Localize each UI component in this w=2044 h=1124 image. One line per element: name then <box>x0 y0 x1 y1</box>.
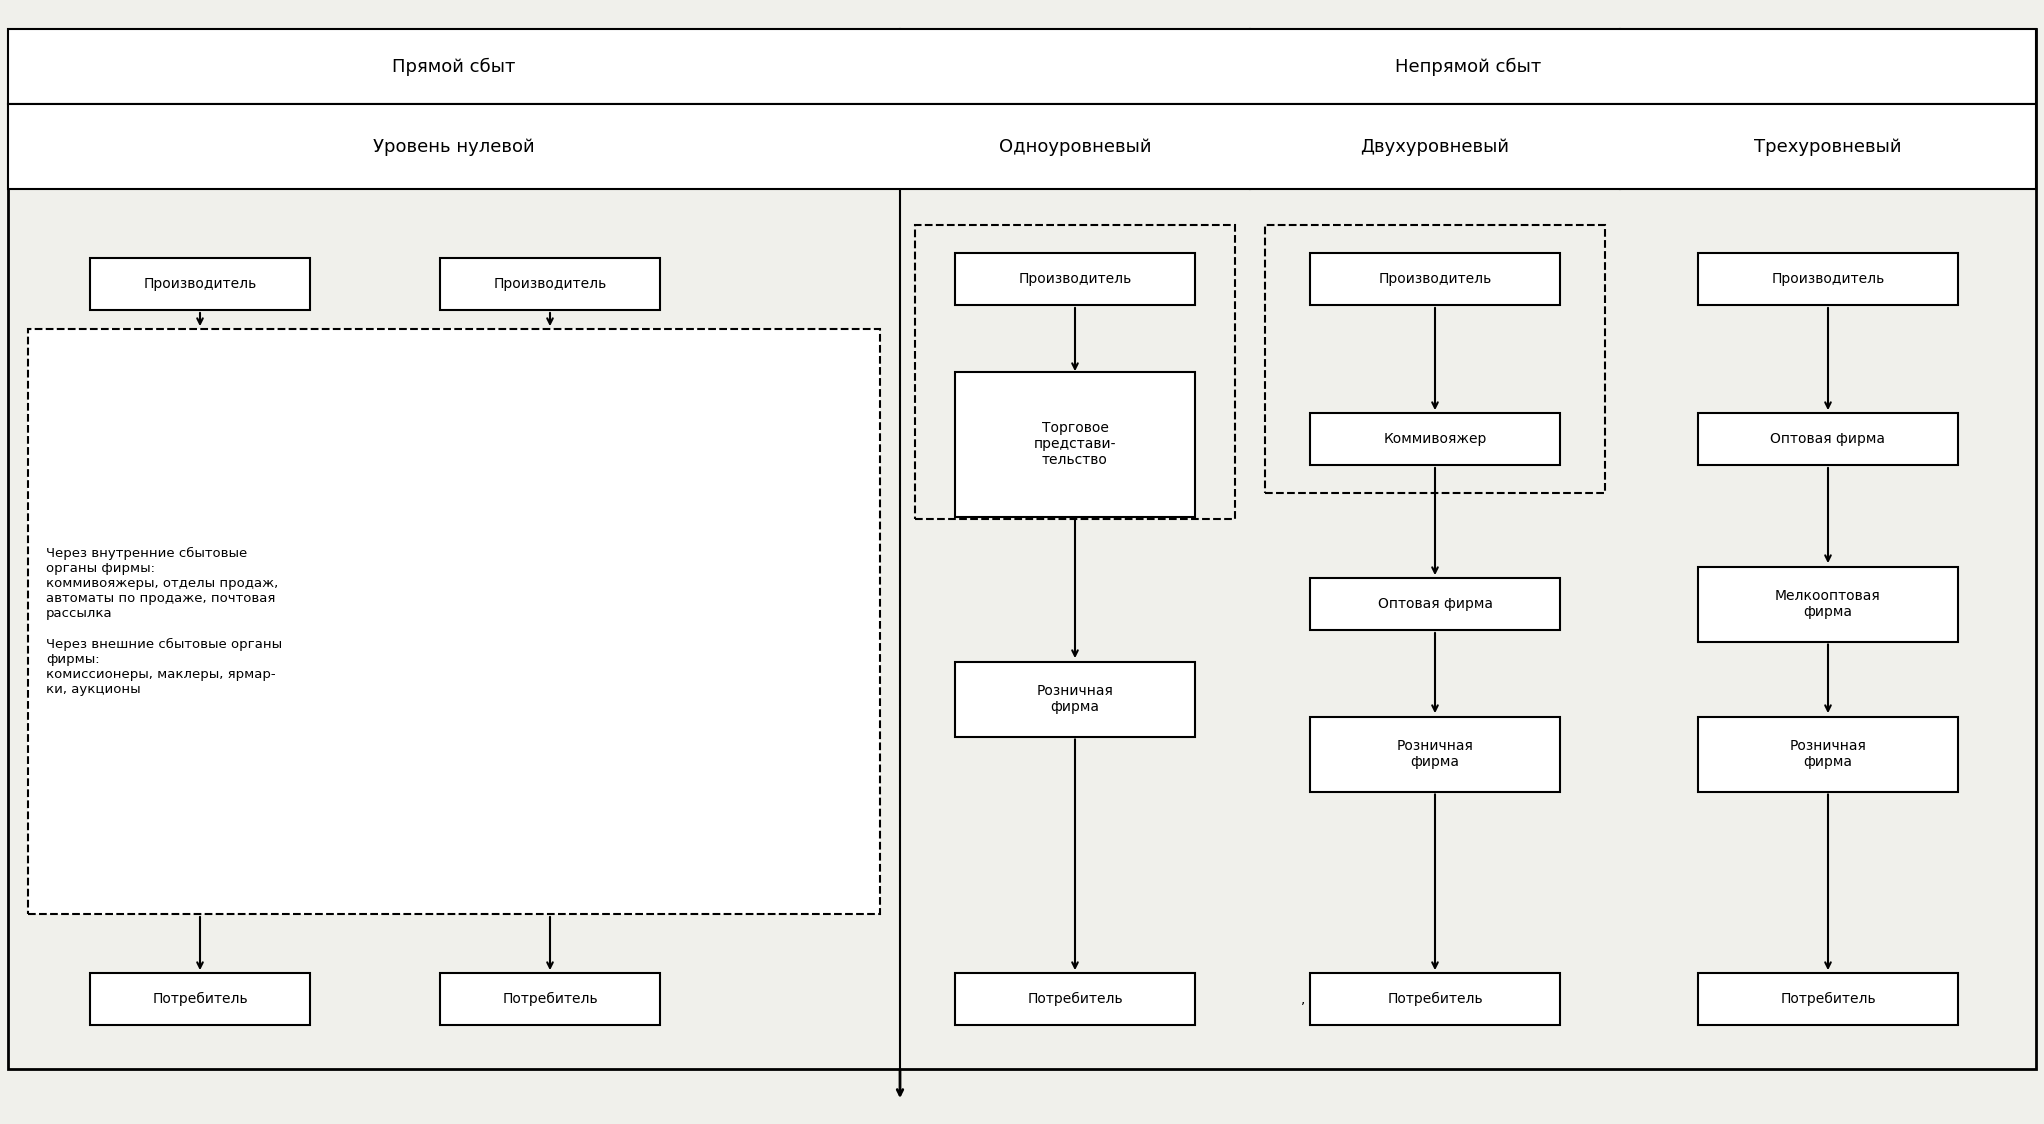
Text: Коммивояжер: Коммивояжер <box>1384 432 1486 446</box>
Text: Производитель: Производитель <box>1018 272 1132 285</box>
Text: Оптовая фирма: Оптовая фирма <box>1770 432 1885 446</box>
Text: Через внутренние сбытовые
органы фирмы:
коммивояжеры, отделы продаж,
автоматы по: Через внутренние сбытовые органы фирмы: … <box>47 547 282 696</box>
Text: Потребитель: Потребитель <box>1028 992 1122 1006</box>
Bar <box>1310 253 1560 305</box>
Bar <box>955 662 1196 736</box>
Bar <box>439 259 660 310</box>
Bar <box>90 259 311 310</box>
Text: Потребитель: Потребитель <box>1388 992 1482 1006</box>
Bar <box>955 372 1196 517</box>
Bar <box>955 253 1196 305</box>
Bar <box>1699 973 1958 1025</box>
Bar <box>1699 716 1958 791</box>
Text: Розничная
фирма: Розничная фирма <box>1036 683 1114 714</box>
Text: Прямой сбыт: Прямой сбыт <box>392 57 515 75</box>
Bar <box>1699 253 1958 305</box>
Text: Непрямой сбыт: Непрямой сбыт <box>1394 57 1541 75</box>
Text: Мелкооптовая
фирма: Мелкооптовая фирма <box>1774 589 1880 619</box>
Text: Производитель: Производитель <box>1378 272 1492 285</box>
Bar <box>439 973 660 1025</box>
Bar <box>8 105 2036 189</box>
Text: Розничная
фирма: Розничная фирма <box>1396 738 1474 769</box>
Bar <box>1310 716 1560 791</box>
Bar <box>1310 413 1560 465</box>
Bar <box>8 29 2036 105</box>
Bar <box>1265 225 1605 493</box>
Text: Розничная
фирма: Розничная фирма <box>1791 738 1866 769</box>
Text: Потребитель: Потребитель <box>151 992 247 1006</box>
Text: ,: , <box>1300 992 1306 1006</box>
Text: Одноуровневый: Одноуровневый <box>1000 137 1151 155</box>
Bar <box>955 973 1196 1025</box>
Text: Производитель: Производитель <box>493 277 607 291</box>
Text: Уровень нулевой: Уровень нулевой <box>374 137 536 155</box>
Text: Трехуровневый: Трехуровневый <box>1754 137 1901 155</box>
Bar <box>90 973 311 1025</box>
Text: Двухуровневый: Двухуровневый <box>1361 137 1511 155</box>
Bar <box>1699 413 1958 465</box>
Bar <box>29 329 881 914</box>
Text: Торговое
представи-
тельство: Торговое представи- тельство <box>1034 420 1116 468</box>
Bar <box>1310 973 1560 1025</box>
Text: Производитель: Производитель <box>143 277 258 291</box>
Text: Оптовая фирма: Оптовая фирма <box>1378 597 1492 611</box>
Bar <box>916 225 1235 519</box>
Text: Производитель: Производитель <box>1772 272 1885 285</box>
Text: Потребитель: Потребитель <box>503 992 597 1006</box>
Text: Потребитель: Потребитель <box>1780 992 1876 1006</box>
Bar <box>1699 566 1958 642</box>
Bar <box>1310 578 1560 629</box>
